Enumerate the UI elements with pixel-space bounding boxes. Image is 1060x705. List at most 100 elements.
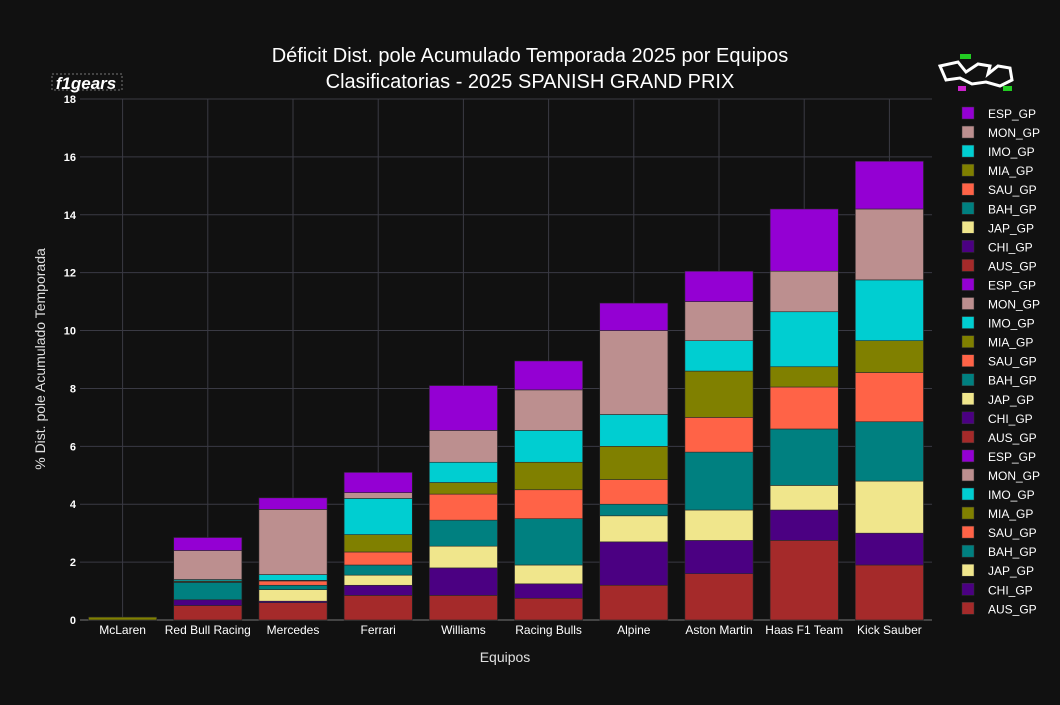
bar-segment-imo-gp[interactable]	[514, 430, 583, 463]
legend-item[interactable]: AUS_GP	[961, 602, 1037, 616]
bar-segment-aus-gp[interactable]	[855, 564, 924, 621]
bar-segment-mon-gp[interactable]	[514, 389, 583, 431]
legend-item[interactable]: AUS_GP	[961, 259, 1037, 273]
legend-item[interactable]: IMO_GP	[961, 487, 1035, 502]
bar-segment-mon-gp[interactable]	[684, 301, 754, 341]
bar-segment-aus-gp[interactable]	[173, 605, 243, 621]
bar-segment-sau-gp[interactable]	[429, 493, 498, 521]
legend-item[interactable]: ESP_GP	[961, 278, 1036, 292]
bar-segment-aus-gp[interactable]	[258, 602, 328, 621]
legend-item[interactable]: MON_GP	[961, 468, 1040, 483]
legend-item[interactable]: IMO_GP	[961, 144, 1035, 159]
bar-segment-esp-gp[interactable]	[769, 208, 839, 272]
bar-segment-bah-gp[interactable]	[429, 519, 498, 547]
bar-segment-sau-gp[interactable]	[599, 479, 669, 505]
bar-segment-esp-gp[interactable]	[514, 360, 583, 391]
bar-segment-mia-gp[interactable]	[514, 461, 583, 491]
bar-segment-jap-gp[interactable]	[855, 480, 924, 534]
bar-segment-imo-gp[interactable]	[429, 461, 498, 483]
bar-segment-aus-gp[interactable]	[684, 573, 754, 621]
bar-segment-mia-gp[interactable]	[855, 340, 924, 373]
legend-item[interactable]: BAH_GP	[961, 202, 1037, 216]
bar-segment-sau-gp[interactable]	[258, 580, 328, 586]
bar-segment-imo-gp[interactable]	[684, 340, 754, 372]
bar-segment-aus-gp[interactable]	[429, 595, 498, 621]
legend-item[interactable]: ESP_GP	[961, 449, 1036, 464]
bar-segment-jap-gp[interactable]	[599, 515, 669, 543]
bar-segment-mia-gp[interactable]	[88, 616, 157, 621]
legend-item[interactable]: SAU_GP	[961, 525, 1037, 540]
legend-item[interactable]: BAH_GP	[961, 373, 1037, 388]
bar-segment-bah-gp[interactable]	[769, 428, 839, 486]
legend-item[interactable]: IMO_GP	[961, 316, 1035, 331]
bar-segment-mon-gp[interactable]	[429, 430, 498, 463]
bar-segment-chi-gp[interactable]	[514, 583, 583, 599]
bar-segment-mia-gp[interactable]	[599, 446, 669, 480]
bar-segment-bah-gp[interactable]	[684, 451, 754, 511]
bar-segment-esp-gp[interactable]	[258, 497, 328, 510]
bar-segment-imo-gp[interactable]	[855, 279, 924, 341]
bar-segment-chi-gp[interactable]	[343, 584, 413, 596]
bar-segment-imo-gp[interactable]	[599, 414, 669, 447]
bar-segment-bah-gp[interactable]	[173, 582, 243, 601]
bar-segment-jap-gp[interactable]	[514, 564, 583, 585]
bar-segment-mon-gp[interactable]	[855, 208, 924, 281]
bar-segment-mia-gp[interactable]	[343, 534, 413, 553]
legend-item[interactable]: MIA_GP	[961, 163, 1033, 178]
bar-segment-chi-gp[interactable]	[684, 540, 754, 574]
bar-segment-chi-gp[interactable]	[855, 532, 924, 566]
legend-item[interactable]: SAU_GP	[961, 182, 1037, 197]
bar-segment-imo-gp[interactable]	[258, 574, 328, 581]
bar-segment-mon-gp[interactable]	[599, 330, 669, 415]
legend-item[interactable]: ESP_GP	[961, 106, 1036, 121]
bar-segment-mia-gp[interactable]	[429, 482, 498, 495]
legend-item[interactable]: MIA_GP	[961, 335, 1033, 350]
legend-item[interactable]: JAP_GP	[961, 221, 1034, 235]
legend-item[interactable]: CHI_GP	[961, 240, 1033, 254]
bar-segment-mon-gp[interactable]	[173, 550, 243, 580]
bar-segment-jap-gp[interactable]	[684, 509, 754, 541]
bar-segment-chi-gp[interactable]	[599, 541, 669, 586]
bar-segment-jap-gp[interactable]	[429, 545, 498, 569]
bar-segment-bah-gp[interactable]	[855, 421, 924, 482]
bar-segment-esp-gp[interactable]	[684, 270, 754, 302]
bar-segment-esp-gp[interactable]	[429, 385, 498, 431]
legend-item[interactable]: MON_GP	[961, 125, 1040, 140]
bar-segment-bah-gp[interactable]	[343, 564, 413, 576]
legend-item[interactable]: SAU_GP	[961, 354, 1037, 369]
bar-segment-sau-gp[interactable]	[769, 386, 839, 430]
bar-segment-chi-gp[interactable]	[429, 567, 498, 596]
bar-segment-aus-gp[interactable]	[343, 595, 413, 621]
bar-segment-mia-gp[interactable]	[769, 366, 839, 388]
bar-segment-sau-gp[interactable]	[855, 372, 924, 423]
bar-segment-bah-gp[interactable]	[258, 584, 328, 590]
bar-segment-mon-gp[interactable]	[343, 492, 413, 499]
bar-segment-jap-gp[interactable]	[769, 485, 839, 511]
legend[interactable]: ESP_GP MON_GP IMO_GP MIA_GP SAU_GP BAH_GP JAP_…	[961, 106, 1040, 616]
bar-segment-esp-gp[interactable]	[343, 472, 413, 493]
legend-item[interactable]: CHI_GP	[961, 583, 1033, 597]
legend-item[interactable]: JAP_GP	[961, 392, 1034, 407]
bar-segment-chi-gp[interactable]	[769, 509, 839, 541]
legend-item[interactable]: MON_GP	[961, 297, 1040, 312]
bar-segment-bah-gp[interactable]	[599, 503, 669, 517]
bar-segment-esp-gp[interactable]	[599, 302, 669, 331]
bar-segment-aus-gp[interactable]	[769, 540, 839, 621]
legend-item[interactable]: MIA_GP	[961, 506, 1033, 521]
legend-item[interactable]: JAP_GP	[961, 563, 1034, 578]
bar-segment-mia-gp[interactable]	[684, 370, 754, 418]
legend-item[interactable]: AUS_GP	[961, 430, 1037, 445]
bar-segment-bah-gp[interactable]	[514, 518, 583, 566]
bar-segment-jap-gp[interactable]	[343, 574, 413, 586]
bar-segment-chi-gp[interactable]	[173, 599, 243, 606]
bar-segment-mon-gp[interactable]	[769, 270, 839, 313]
bar-segment-esp-gp[interactable]	[855, 160, 924, 210]
bar-segment-jap-gp[interactable]	[258, 589, 328, 602]
bar-segment-imo-gp[interactable]	[343, 498, 413, 535]
bar-segment-sau-gp[interactable]	[684, 417, 754, 453]
legend-item[interactable]: CHI_GP	[961, 411, 1033, 426]
bar-segment-mon-gp[interactable]	[258, 509, 328, 575]
bar-segment-sau-gp[interactable]	[343, 551, 413, 566]
bar-segment-esp-gp[interactable]	[173, 537, 243, 551]
bar-segment-imo-gp[interactable]	[769, 311, 839, 368]
